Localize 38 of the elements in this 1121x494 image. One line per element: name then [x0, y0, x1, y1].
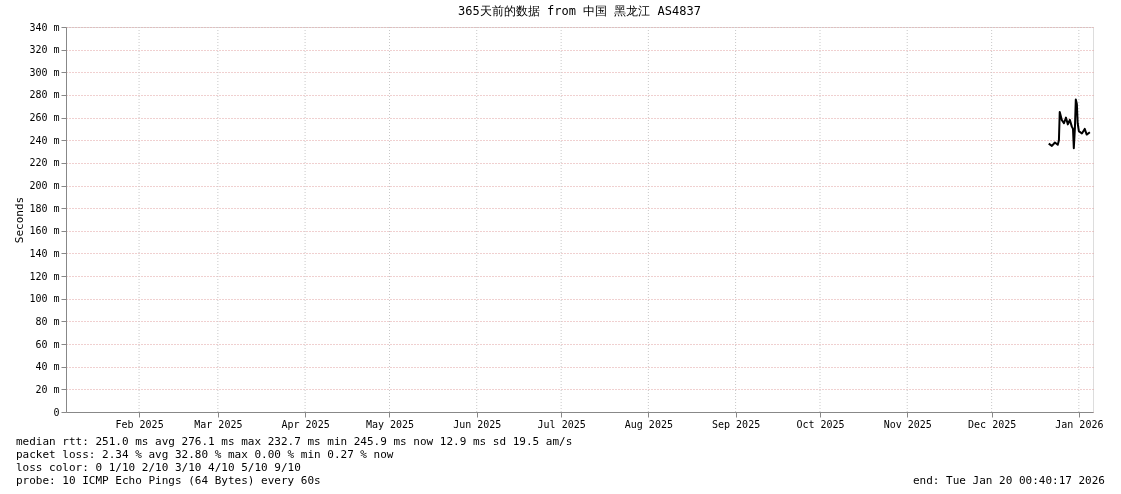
x-tick-label: Apr 2025	[281, 418, 330, 430]
y-tick-label: 320 m	[29, 44, 60, 56]
y-tick-label: 340 m	[29, 21, 60, 33]
line-series	[1047, 98, 1091, 150]
text: median rtt: 251.0 ms avg 276.1 ms max 232.7 ms min 245.9 ms now 12.9 ms sd 19.5 am/s	[16, 435, 573, 448]
y-tick-label: 240 m	[29, 134, 60, 146]
text: probe: 10 ICMP Echo Pings (64 Bytes) every 60s	[16, 474, 321, 487]
y-tick-label: 280 m	[29, 89, 60, 101]
text: packet loss: 2.34 % avg 32.80 % max 0.00 % min 0.27 % now	[16, 448, 394, 461]
y-tick-label: 200 m	[29, 180, 60, 192]
x-tick-label: Nov 2025	[883, 418, 932, 430]
y-tick-label: 60 m	[35, 338, 60, 350]
y-tick-label: 260 m	[29, 112, 60, 124]
y-tick-label: 300 m	[29, 66, 60, 78]
x-tick-label: Mar 2025	[194, 418, 243, 430]
x-tick-label: Aug 2025	[624, 418, 673, 430]
x-tick-label: Sep 2025	[712, 418, 761, 430]
y-tick-label: 160 m	[29, 225, 60, 237]
y-axis-title: Seconds	[13, 196, 27, 244]
x-tick-label: Jun 2025	[453, 418, 502, 430]
text: end: Tue Jan 20 00:40:17 2026	[912, 474, 1105, 487]
y-tick-label: 0	[53, 406, 60, 418]
y-tick-label: 180 m	[29, 202, 60, 214]
y-tick-label: 40 m	[35, 361, 60, 373]
y-tick-label: 20 m	[35, 383, 60, 395]
text: loss color: 0 1/10 2/10 3/10 4/10 5/10 9/10	[16, 461, 301, 474]
y-tick-label: 140 m	[29, 247, 60, 259]
x-tick-label: Dec 2025	[968, 418, 1017, 430]
chart-title: 365天前的数据 from 中国 黑龙江 AS4837	[458, 4, 701, 18]
y-tick-label: 100 m	[29, 293, 60, 305]
x-tick-label: Jan 2026	[1055, 418, 1104, 430]
x-tick-label: Jul 2025	[537, 418, 586, 430]
y-tick-label: 220 m	[29, 157, 60, 169]
y-tick-label: 120 m	[29, 270, 60, 282]
x-tick-label: Oct 2025	[796, 418, 845, 430]
x-tick-label: May 2025	[365, 418, 415, 430]
x-tick-label: Feb 2025	[115, 418, 164, 430]
y-tick-label: 80 m	[35, 315, 60, 327]
